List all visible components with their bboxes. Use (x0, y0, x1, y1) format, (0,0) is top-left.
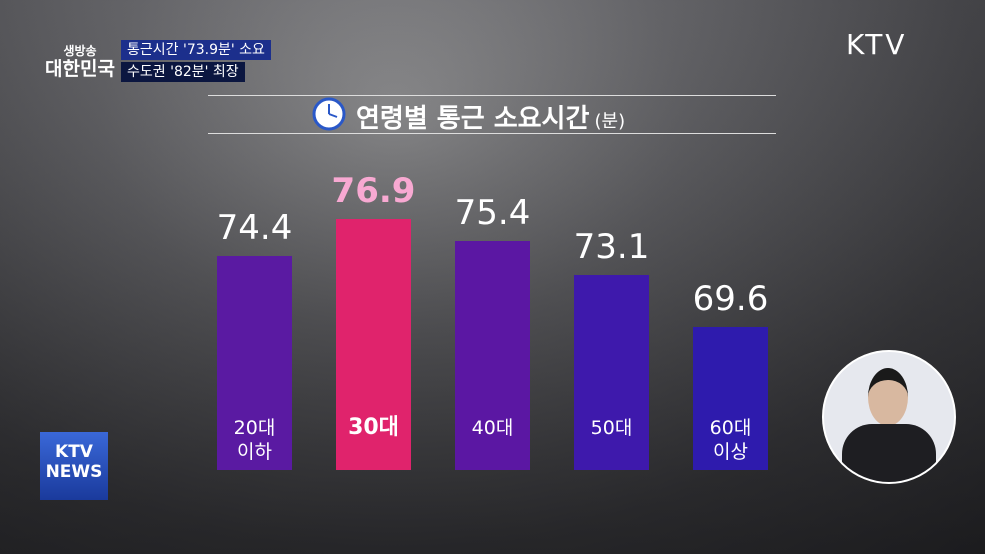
program-name: 대한민국 (45, 58, 115, 80)
news-logo-bottom: NEWS (45, 462, 103, 482)
bar (336, 219, 411, 470)
chart-title-row: 연령별 통근 소요시간 (분) (356, 98, 625, 135)
chart-title: 연령별 통근 소요시간 (356, 104, 590, 134)
clock-icon (312, 97, 346, 131)
category-label: 30대 (348, 415, 399, 440)
bar (574, 275, 649, 470)
value-label: 75.4 (454, 193, 531, 234)
value-label: 69.6 (692, 279, 769, 320)
value-label: 76.9 (331, 171, 416, 212)
category-label: 50대 (590, 417, 633, 439)
value-label: 74.4 (216, 208, 293, 249)
program-top: 생방송 (63, 44, 97, 58)
category-label: 60대 이상 (709, 417, 752, 463)
bar (217, 256, 292, 470)
headline: 통근시간 '73.9분' 소요 (121, 40, 271, 60)
value-label: 73.1 (573, 227, 650, 268)
news-logo: KTV NEWS (40, 432, 108, 500)
category-label: 40대 (471, 417, 514, 439)
news-logo-top: KTV (55, 442, 93, 462)
interpreter-head (868, 368, 908, 426)
bar (693, 327, 768, 470)
bar (455, 241, 530, 470)
category-label: 20대 이하 (233, 417, 276, 463)
interpreter-body (842, 424, 936, 482)
headline: 수도권 '82분' 최장 (121, 62, 245, 82)
rule (208, 95, 776, 96)
sign-interpreter (822, 350, 956, 484)
rule (208, 133, 776, 134)
unit-note: (분) (594, 111, 626, 132)
channel-logo: KTV (846, 28, 908, 61)
